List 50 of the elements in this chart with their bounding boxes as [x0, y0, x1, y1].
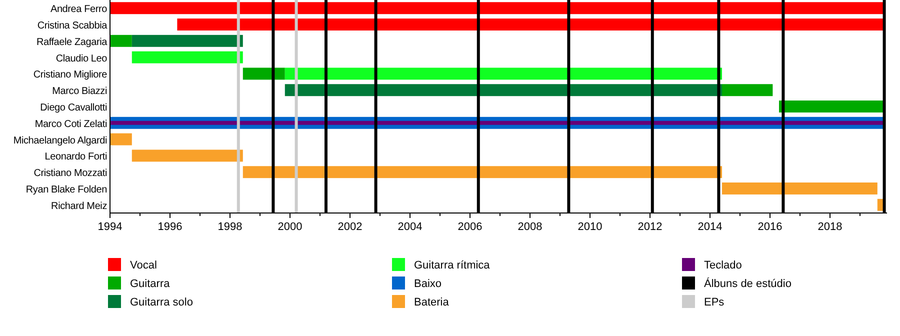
bar: [132, 51, 243, 64]
y-tick-label: Leonardo Forti: [44, 152, 107, 163]
y-tick-label: Richard Meiz: [51, 200, 108, 212]
y-tick-label: Raffaele Zagaria: [36, 36, 108, 48]
y-tick-label: Michaelangelo Algardi: [13, 135, 107, 146]
x-tick-label: 1996: [158, 221, 182, 233]
x-tick-label: 1994: [98, 221, 122, 233]
y-tick-label: Marco Biazzi: [52, 86, 107, 98]
legend-label: Vocal: [130, 260, 157, 272]
x-tick-label: 2004: [398, 221, 422, 233]
x-tick-label: 2012: [638, 221, 662, 233]
x-tick-label: 2010: [578, 221, 602, 233]
bar: [110, 34, 132, 47]
bar: [132, 150, 243, 162]
x-tick-label: 2016: [758, 221, 782, 233]
bar: [722, 84, 773, 96]
legend-label: EPs: [704, 296, 725, 308]
y-tick-label: Marco Coti Zelati: [34, 118, 107, 130]
bar: [242, 68, 285, 80]
legend-label: Guitarra: [130, 278, 171, 290]
bar: [284, 68, 722, 80]
x-tick-label: 2018: [818, 221, 842, 233]
bar: [110, 133, 132, 146]
legend-label: Álbuns de estúdio: [704, 277, 792, 290]
x-tick-label: 2006: [458, 221, 482, 233]
x-tick-label: 1998: [218, 221, 242, 233]
bar: [242, 166, 722, 178]
x-tick-label: 2014: [698, 221, 722, 233]
x-tick-label: 2002: [338, 221, 362, 233]
y-tick-label: Cristiano Migliore: [33, 70, 108, 81]
legend-label: Teclado: [704, 260, 742, 272]
legend-label: Baixo: [414, 278, 442, 290]
legend-label: Guitarra solo: [130, 296, 193, 308]
y-tick-label: Cristiano Mozzati: [34, 168, 107, 180]
bar: [132, 34, 243, 47]
y-tick-label: Cristina Scabbia: [37, 20, 108, 32]
x-tick-label: 2000: [278, 221, 302, 233]
bar: [779, 100, 885, 112]
y-tick-label: Ryan Blake Folden: [26, 184, 107, 196]
legend-label: Bateria: [414, 296, 450, 308]
bar: [722, 182, 878, 194]
bar: [177, 18, 885, 30]
y-tick-label: Claudio Leo: [56, 53, 108, 64]
y-tick-label: Diego Cavallotti: [40, 102, 107, 114]
bar: [284, 84, 722, 96]
y-tick-label: Andrea Ferro: [50, 4, 108, 16]
bar: [110, 2, 885, 14]
legend-label: Guitarra rítmica: [414, 260, 491, 272]
x-tick-label: 2008: [518, 221, 542, 233]
bar: [110, 120, 885, 125]
